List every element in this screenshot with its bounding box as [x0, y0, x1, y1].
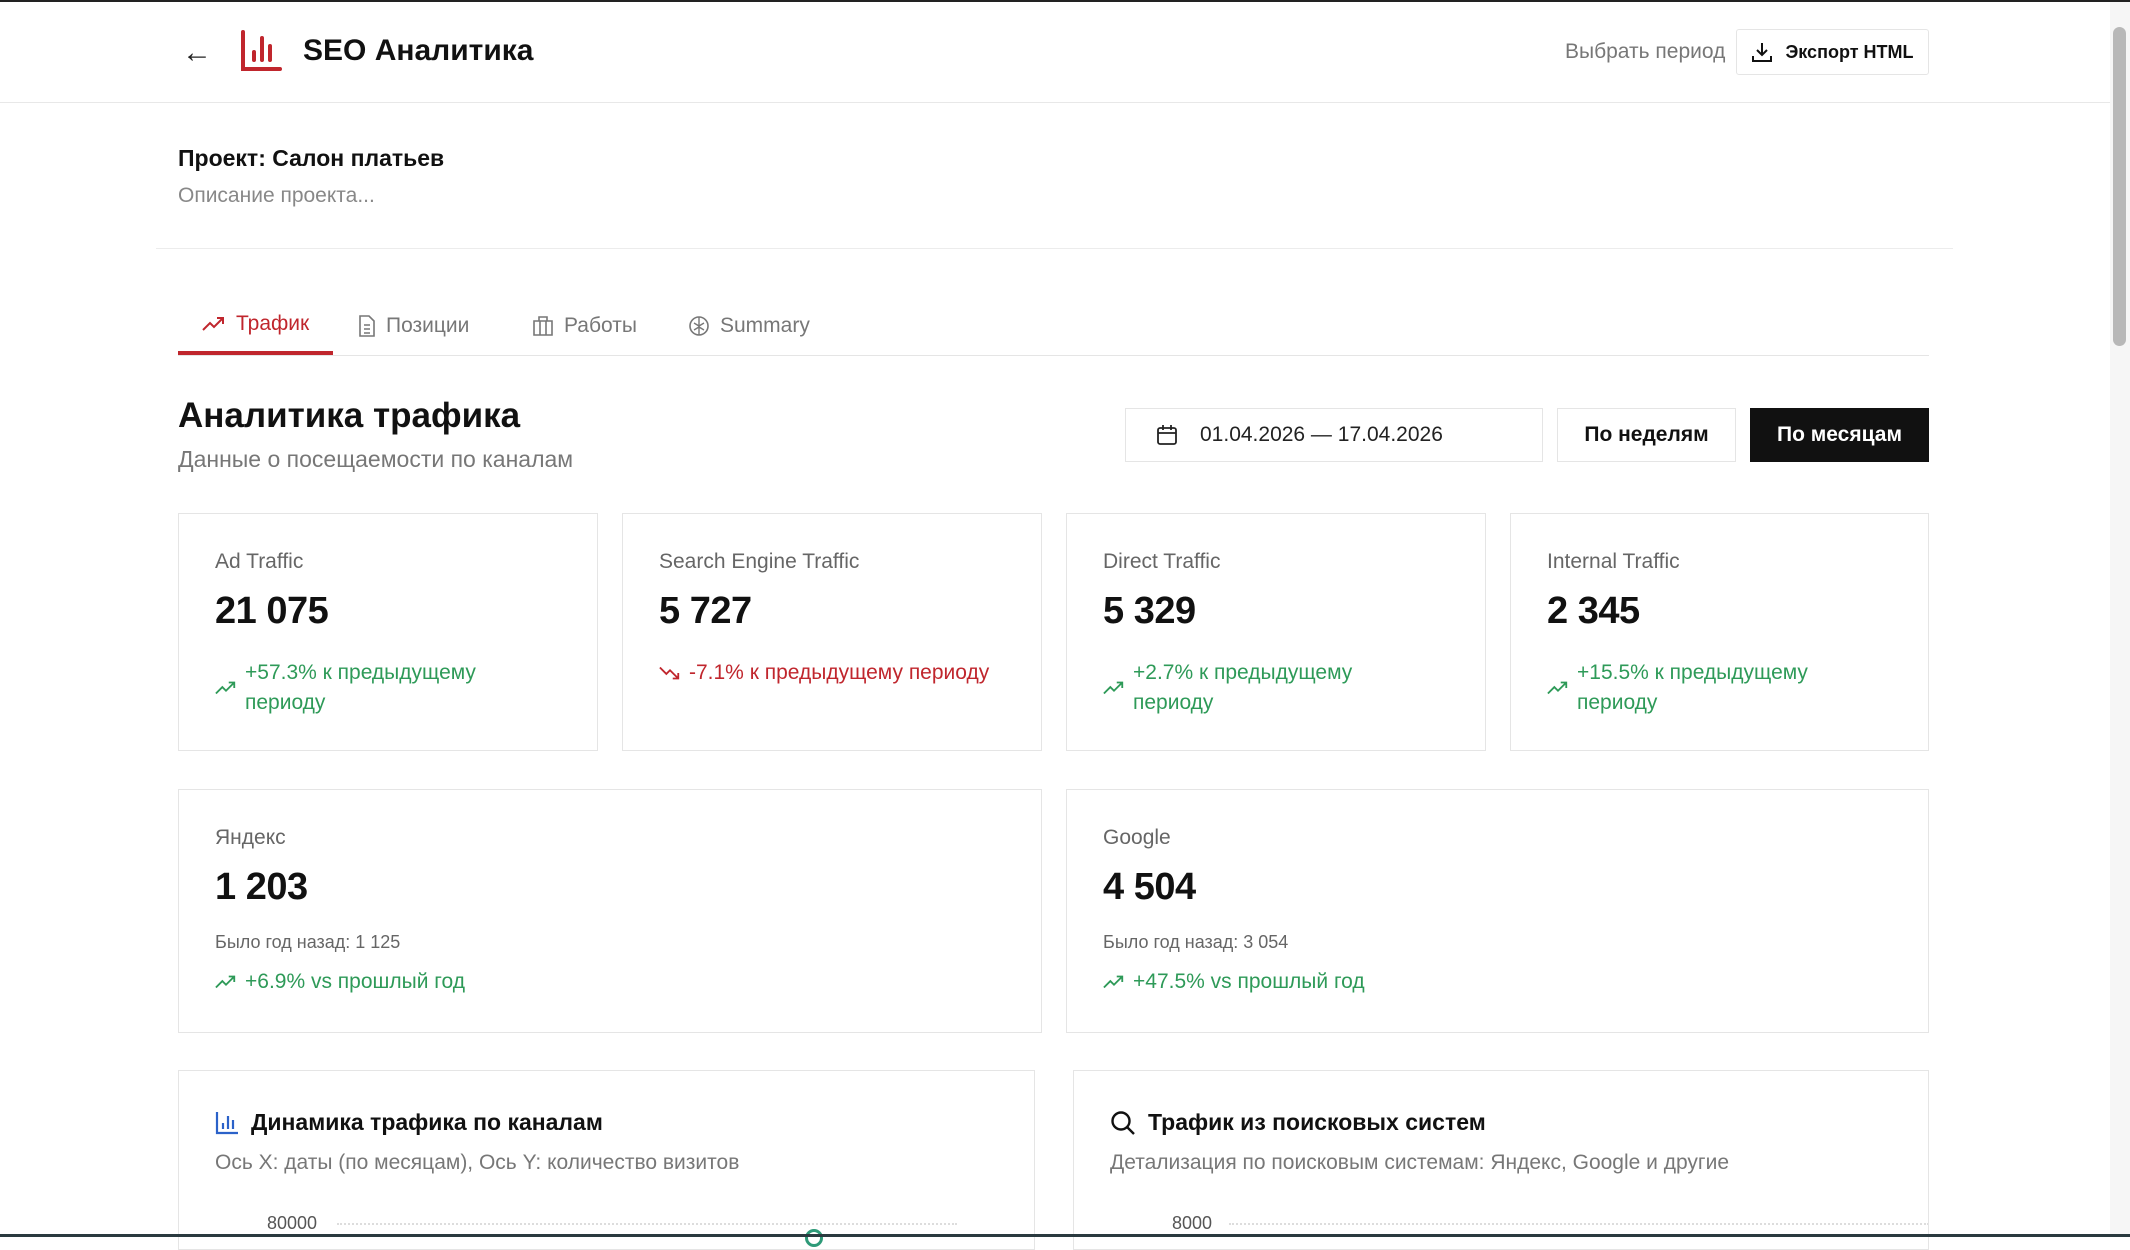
- metric-change-text: +2.7% к предыдущему периоду: [1133, 661, 1353, 714]
- bar-chart-logo-icon: [240, 30, 282, 77]
- gridline: [1229, 1223, 1928, 1225]
- chart-subtitle: Детализация по поисковым системам: Яндек…: [1110, 1151, 1729, 1174]
- metric-change-text: +57.3% к предыдущему периоду: [245, 661, 476, 714]
- tab-label: Позиции: [386, 313, 470, 337]
- date-range-picker[interactable]: 01.04.2026 — 17.04.2026: [1125, 408, 1543, 462]
- metric-change: +2.7% к предыдущему периоду: [1103, 658, 1403, 718]
- metric-label: Ad Traffic: [215, 550, 304, 573]
- metric-change-text: +15.5% к предыдущему периоду: [1577, 661, 1808, 714]
- last-year-value: Было год назад: 1 125: [215, 932, 401, 952]
- metric-value: 5 329: [1103, 590, 1196, 632]
- engine-label: Google: [1103, 826, 1171, 849]
- by-months-button[interactable]: По месяцам: [1750, 408, 1929, 462]
- gridline: [337, 1223, 957, 1225]
- section-title: Аналитика трафика: [178, 396, 521, 435]
- app-header: [0, 2, 2110, 103]
- tab-label: Работы: [564, 313, 637, 337]
- tab-bar: Трафик Позиции Работы Summary: [178, 296, 1929, 356]
- project-title: Проект: Салон платьев: [178, 145, 445, 171]
- engine-change-text: +47.5% vs прошлый год: [1133, 970, 1365, 993]
- data-point[interactable]: [805, 1229, 823, 1247]
- tab-label: Трафик: [236, 311, 310, 335]
- project-description[interactable]: Описание проекта...: [178, 184, 375, 207]
- trending-up-icon: [215, 681, 236, 695]
- metric-card-search-engine-traffic: Search Engine Traffic 5 727 -7.1% к пред…: [622, 513, 1042, 751]
- engine-change: +6.9% vs прошлый год: [215, 970, 465, 994]
- trending-up-icon: [1103, 681, 1124, 695]
- metric-card-internal-traffic: Internal Traffic 2 345 +15.5% к предыдущ…: [1510, 513, 1929, 751]
- date-range-value: 01.04.2026 — 17.04.2026: [1200, 423, 1443, 446]
- tab-summary[interactable]: Summary: [664, 296, 834, 355]
- metric-change: +57.3% к предыдущему периоду: [215, 658, 515, 718]
- traffic-dynamics-chart-card: Динамика трафика по каналам Ось X: даты …: [178, 1070, 1035, 1250]
- metric-label: Search Engine Traffic: [659, 550, 860, 573]
- metric-change: -7.1% к предыдущему периоду: [659, 658, 1039, 688]
- back-arrow-icon[interactable]: ←: [182, 36, 212, 69]
- engine-change: +47.5% vs прошлый год: [1103, 970, 1365, 994]
- brain-icon: [689, 315, 709, 336]
- engine-change-text: +6.9% vs прошлый год: [245, 970, 465, 993]
- tab-positions[interactable]: Позиции: [334, 296, 493, 355]
- engine-value: 1 203: [215, 866, 308, 908]
- tab-traffic[interactable]: Трафик: [178, 296, 334, 355]
- metric-card-ad-traffic: Ad Traffic 21 075 +57.3% к предыдущему п…: [178, 513, 598, 751]
- metric-value: 21 075: [215, 590, 329, 632]
- export-html-button[interactable]: Экспорт HTML: [1736, 29, 1929, 75]
- app-title: SEO Аналитика: [303, 34, 534, 67]
- y-tick-label: 80000: [267, 1213, 318, 1233]
- trending-down-icon: [659, 666, 680, 680]
- briefcase-icon: [533, 315, 553, 336]
- bar-chart-icon: [215, 1111, 238, 1134]
- metric-card-direct-traffic: Direct Traffic 5 329 +2.7% к предыдущему…: [1066, 513, 1486, 751]
- metric-change: +15.5% к предыдущему периоду: [1547, 658, 1847, 718]
- trending-up-icon: [202, 316, 224, 331]
- metric-value: 2 345: [1547, 590, 1640, 632]
- calendar-icon: [1157, 425, 1177, 445]
- scrollbar-thumb[interactable]: [2113, 27, 2126, 346]
- metric-change-text: -7.1% к предыдущему периоду: [689, 661, 990, 684]
- last-year-value: Было год назад: 3 054: [1103, 932, 1289, 952]
- engine-label: Яндекс: [215, 826, 286, 849]
- metric-value: 5 727: [659, 590, 752, 632]
- trending-up-icon: [1547, 681, 1568, 695]
- tab-works[interactable]: Работы: [508, 296, 661, 355]
- by-weeks-button[interactable]: По неделям: [1557, 408, 1736, 462]
- divider: [156, 248, 1953, 249]
- chart-title-text: Трафик из поисковых систем: [1148, 1109, 1486, 1135]
- y-tick-label: 8000: [1172, 1213, 1213, 1233]
- metric-label: Direct Traffic: [1103, 550, 1221, 573]
- tab-label: Summary: [720, 313, 810, 337]
- search-icon: [1111, 1110, 1135, 1135]
- chart-title: Динамика трафика по каналам: [215, 1109, 603, 1136]
- trending-up-icon: [1103, 975, 1124, 989]
- document-icon: [359, 314, 375, 337]
- section-subtitle: Данные о посещаемости по каналам: [178, 446, 574, 472]
- trending-up-icon: [215, 975, 236, 989]
- bottom-border: [0, 1234, 2130, 1237]
- search-engines-chart-card: Трафик из поисковых систем Детализация п…: [1073, 1070, 1929, 1250]
- metric-label: Internal Traffic: [1547, 550, 1680, 573]
- engine-value: 4 504: [1103, 866, 1196, 908]
- export-label: Экспорт HTML: [1785, 41, 1914, 62]
- window-top-border: [0, 0, 2130, 2]
- chart-title-text: Динамика трафика по каналам: [251, 1109, 603, 1135]
- select-period-link[interactable]: Выбрать период: [1565, 40, 1726, 63]
- chart-subtitle: Ось X: даты (по месяцам), Ось Y: количес…: [215, 1151, 740, 1174]
- chart-title: Трафик из поисковых систем: [1110, 1109, 1486, 1136]
- engine-card-google: Google 4 504 Было год назад: 3 054 +47.5…: [1066, 789, 1929, 1033]
- download-icon: [1752, 43, 1773, 62]
- engine-card-yandex: Яндекс 1 203 Было год назад: 1 125 +6.9%…: [178, 789, 1042, 1033]
